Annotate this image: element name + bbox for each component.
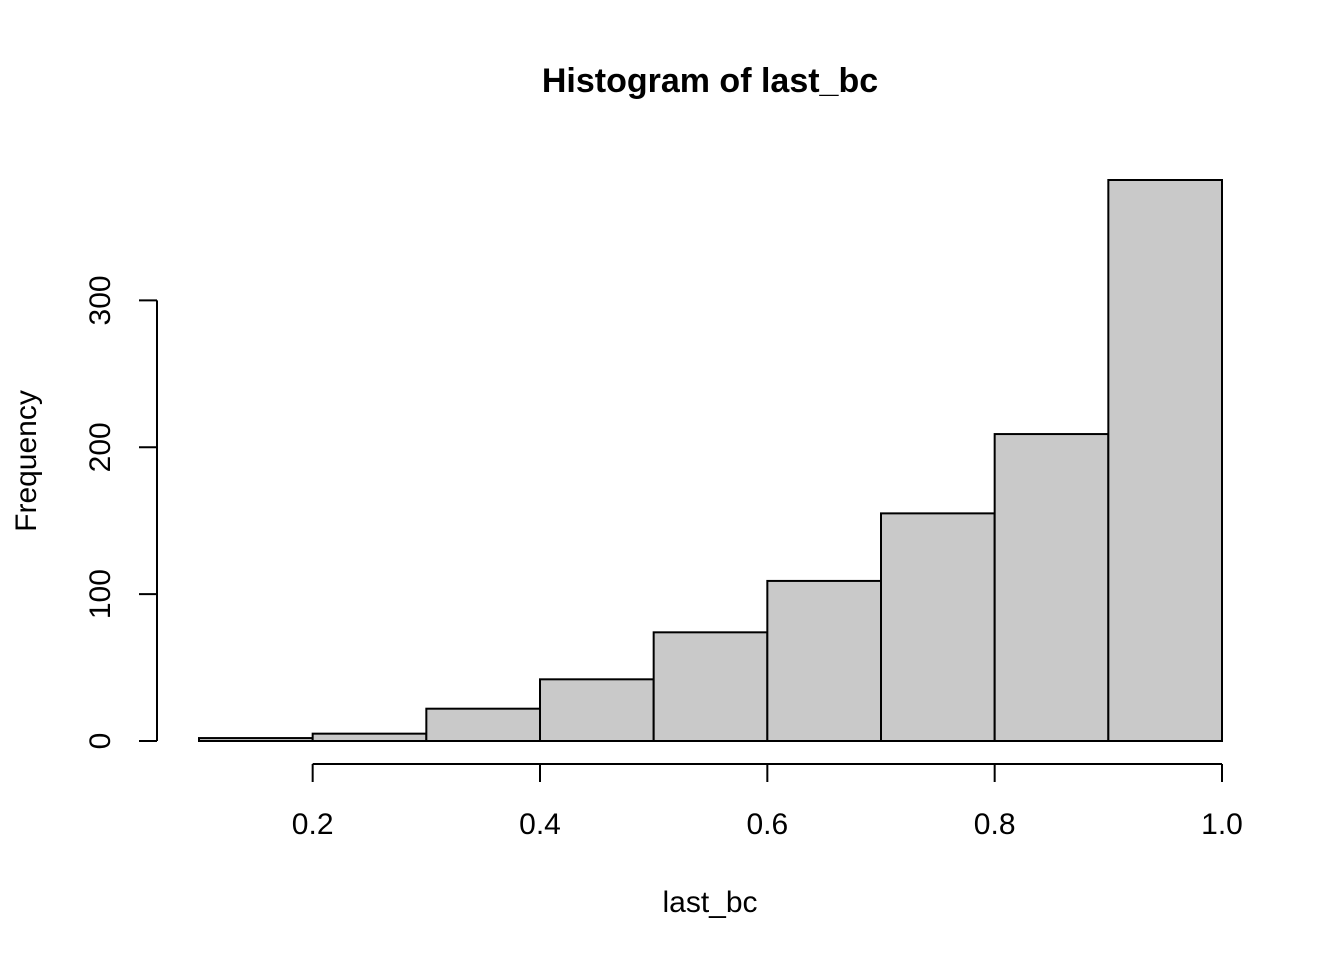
y-axis: 0 100 200 300 (84, 275, 158, 750)
y-tick-label-3: 300 (84, 275, 117, 325)
x-axis-label: last_bc (662, 886, 757, 919)
x-axis: 0.2 0.4 0.6 0.8 1.0 (292, 763, 1243, 841)
y-tick-label-1: 100 (84, 569, 117, 619)
x-tick-label-2: 0.6 (746, 808, 788, 841)
x-tick-label-1: 0.4 (519, 808, 561, 841)
chart-title: Histogram of last_bc (542, 62, 878, 100)
histogram-bar-7 (993, 433, 1110, 742)
x-tick-label-4: 1.0 (1201, 808, 1243, 841)
histogram-bar-0 (198, 737, 314, 742)
y-tick-label-2: 200 (84, 422, 117, 472)
histogram-bar-1 (311, 732, 428, 742)
x-tick-label-0: 0.2 (292, 808, 334, 841)
histogram-bar-8 (1107, 179, 1224, 742)
histogram-bars (198, 179, 1224, 743)
y-tick-label-0: 0 (84, 733, 117, 750)
x-tick-label-3: 0.8 (974, 808, 1016, 841)
histogram-bar-3 (539, 678, 655, 743)
y-axis-label: Frequency (10, 390, 43, 532)
histogram-bar-2 (425, 707, 542, 742)
histogram-bar-6 (880, 512, 996, 742)
histogram-bar-4 (652, 631, 769, 742)
histogram-bar-5 (766, 579, 882, 742)
